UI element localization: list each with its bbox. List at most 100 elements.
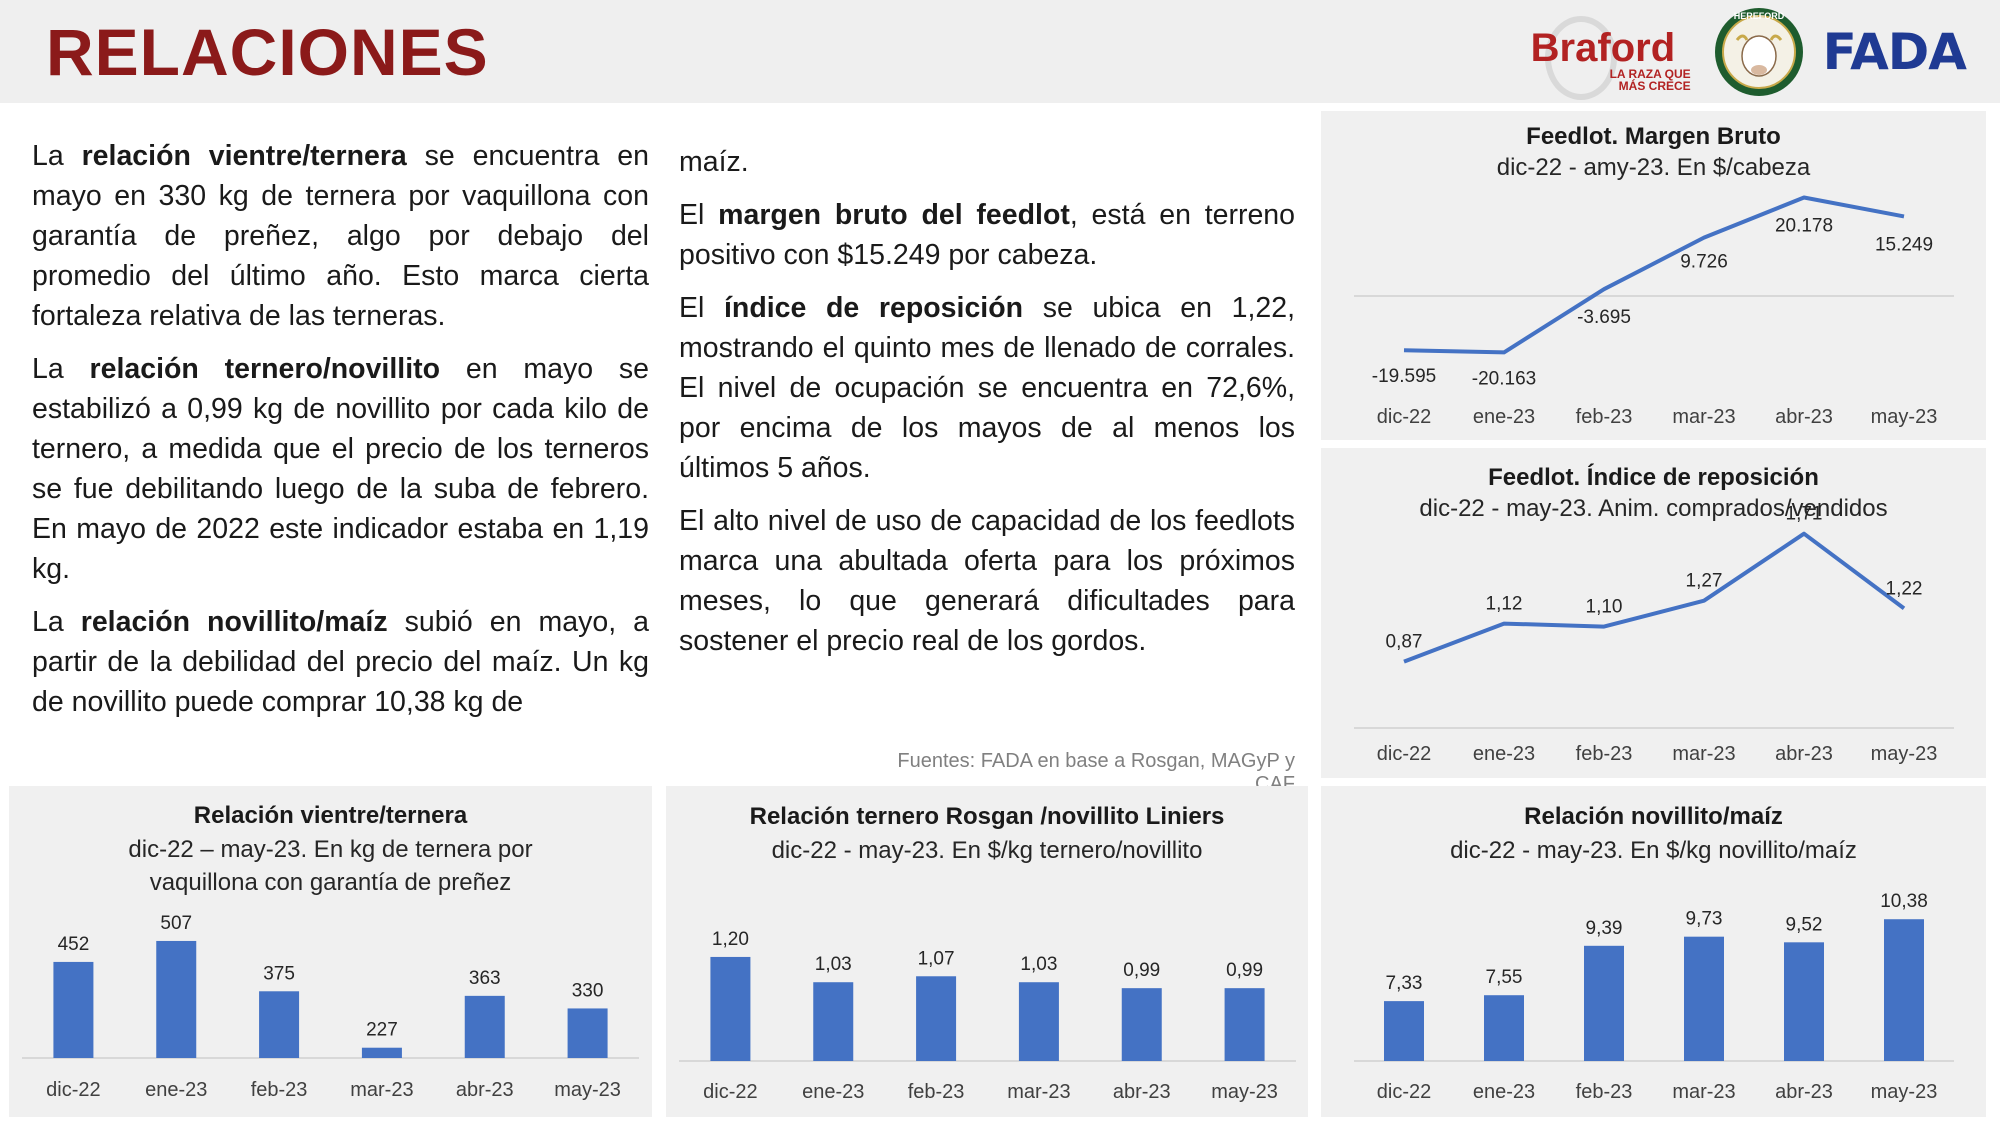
data-label: 1,22	[1886, 578, 1923, 599]
x-tick-label: mar-23	[1672, 406, 1735, 428]
chart-panel-vientre-ternera: Relación vientre/ternera dic-22 – may-23…	[9, 786, 652, 1117]
data-label: 0,99	[1226, 960, 1263, 981]
line-chart-margen-bruto: dic-22 ene-23 feb-23 mar-23 abr-23 may-23 -19.…	[1354, 195, 1954, 428]
data-label: 9,52	[1786, 914, 1823, 935]
header-bar: RELACIONES Braford LA RAZA QUE MÁS CRECE…	[0, 0, 2000, 103]
braford-ring-icon	[1544, 16, 1617, 100]
bar	[567, 1008, 608, 1058]
bar	[1684, 936, 1724, 1061]
x-tick-label: feb-23	[908, 1081, 965, 1103]
x-tick-label: feb-23	[1576, 406, 1633, 428]
chart-title: Feedlot. Índice de reposición	[1488, 464, 1819, 491]
x-tick-label: mar-23	[350, 1079, 413, 1101]
paragraph-highlight: margen bruto del feedlot	[718, 199, 1070, 231]
x-tick-label: may-23	[1871, 406, 1938, 428]
bar-chart-novillito-maiz: dic-22 ene-23 feb-23 mar-23 abr-23 may-23 7,33…	[1354, 891, 1954, 1103]
x-tick-label: ene-23	[1473, 743, 1535, 765]
data-label: 10,38	[1880, 891, 1928, 912]
x-tick-label: ene-23	[1473, 1081, 1535, 1103]
data-label: -3.695	[1577, 307, 1631, 328]
chart-panel-ternero-novillito: Relación ternero Rosgan /novillito Linie…	[666, 786, 1308, 1117]
data-label: 0,99	[1123, 960, 1160, 981]
x-tick-label: ene-23	[1473, 406, 1535, 428]
x-tick-label: mar-23	[1007, 1081, 1070, 1103]
bar	[710, 956, 751, 1061]
data-label: 7,33	[1386, 973, 1423, 994]
braford-tagline-line1: LA RAZA QUE	[1609, 67, 1691, 81]
paragraph: La relación ternero/novillito en mayo se…	[32, 353, 649, 585]
bar-chart-vientre-ternera: dic-22 ene-23 feb-23 mar-23 abr-23 may-23 452 5…	[22, 913, 639, 1101]
data-label: 1,03	[815, 954, 852, 975]
x-tick-label: may-23	[554, 1079, 621, 1101]
paragraph: La relación novillito/maíz subió en mayo…	[32, 606, 650, 718]
paragraph-highlight: relación ternero/novillito	[89, 353, 441, 385]
paragraph: maíz.	[679, 146, 749, 178]
data-label: 1,12	[1486, 594, 1523, 615]
x-tick-label: abr-23	[456, 1079, 514, 1101]
data-label: 507	[160, 913, 192, 934]
braford-tagline-line2: MÁS CRECE	[1618, 79, 1691, 93]
x-tick-label: feb-23	[251, 1079, 308, 1101]
bar	[259, 991, 300, 1058]
x-tick-label: abr-23	[1775, 406, 1833, 428]
braford-logo-name: Braford	[1530, 26, 1676, 70]
bar	[1784, 942, 1824, 1061]
chart-title: Relación vientre/ternera	[193, 802, 468, 829]
line-chart-indice-reposicion: dic-22 ene-23 feb-23 mar-23 abr-23 may-23 0,87…	[1354, 504, 1954, 765]
paragraph: El índice de reposición se ubica en 1,22…	[679, 292, 1295, 484]
x-tick-label: may-23	[1211, 1081, 1278, 1103]
paragraph: La relación vientre/ternera se encuentra…	[32, 140, 650, 332]
x-tick-label: feb-23	[1576, 743, 1633, 765]
chart-subtitle: dic-22 - may-23. En $/kg ternero/novilli…	[771, 837, 1203, 864]
series-line	[1403, 195, 1905, 355]
data-label: 1,27	[1686, 571, 1723, 592]
bar	[53, 961, 94, 1058]
hereford-ring-text: HEREFORD	[1733, 11, 1784, 21]
data-label: 227	[366, 1020, 398, 1041]
x-tick-label: abr-23	[1775, 1081, 1833, 1103]
bar	[1884, 919, 1924, 1061]
bar	[361, 1047, 402, 1058]
series-line	[1403, 531, 1906, 664]
chart-subtitle: dic-22 - may-23. En $/kg novillito/maíz	[1450, 837, 1857, 864]
text-column-right: maíz. El margen bruto del feedlot, está e…	[679, 142, 1295, 674]
logos: Braford LA RAZA QUE MÁS CRECE HEREFORD F…	[1525, 6, 1967, 100]
x-tick-label: mar-23	[1672, 1081, 1735, 1103]
data-label: 15.249	[1875, 234, 1933, 255]
x-tick-label: mar-23	[1672, 743, 1735, 765]
chart-title: Relación novillito/maíz	[1524, 803, 1783, 830]
data-label: 1,10	[1586, 597, 1623, 618]
chart-panel-novillito-maiz: Relación novillito/maíz dic-22 - may-23.…	[1321, 786, 1986, 1117]
paragraph-highlight: relación vientre/ternera	[81, 140, 407, 172]
chart-subtitle: dic-22 - may-23. Anim. comprados/vendido…	[1419, 495, 1888, 522]
bar	[916, 976, 957, 1061]
x-tick-label: abr-23	[1775, 743, 1833, 765]
page-title: RELACIONES	[46, 15, 489, 89]
x-tick-label: dic-22	[1377, 1081, 1431, 1103]
data-label: 452	[58, 934, 90, 955]
x-tick-label: ene-23	[145, 1079, 207, 1101]
chart-panel-indice-reposicion: Feedlot. Índice de reposición dic-22 - m…	[1321, 448, 1986, 778]
data-label: 363	[469, 968, 501, 989]
chart-panel-margen-bruto: Feedlot. Margen Bruto dic-22 - amy-23. E…	[1321, 111, 1986, 440]
data-label: 9,39	[1586, 918, 1623, 939]
braford-logo-tagline: LA RAZA QUE MÁS CRECE	[1610, 68, 1691, 92]
x-tick-label: feb-23	[1576, 1081, 1633, 1103]
data-label: 1,03	[1020, 954, 1057, 975]
paragraph-highlight: índice de reposición	[724, 292, 1024, 324]
x-tick-label: abr-23	[1113, 1081, 1171, 1103]
bar	[1384, 1001, 1424, 1061]
bar	[1584, 945, 1624, 1061]
x-tick-label: may-23	[1871, 1081, 1938, 1103]
chart-title: Feedlot. Margen Bruto	[1526, 123, 1781, 150]
data-label: 0,87	[1386, 632, 1423, 653]
bar	[464, 995, 505, 1058]
data-label: 1,20	[712, 929, 749, 950]
text-column-left: La relación vientre/ternera se encuentra…	[32, 136, 649, 735]
data-label: 7,55	[1486, 967, 1523, 988]
data-label: -19.595	[1372, 366, 1436, 387]
data-label: 1,07	[918, 948, 955, 969]
data-label: 1,71	[1786, 504, 1823, 525]
x-tick-label: dic-22	[1377, 743, 1431, 765]
data-label: 20.178	[1775, 216, 1833, 237]
